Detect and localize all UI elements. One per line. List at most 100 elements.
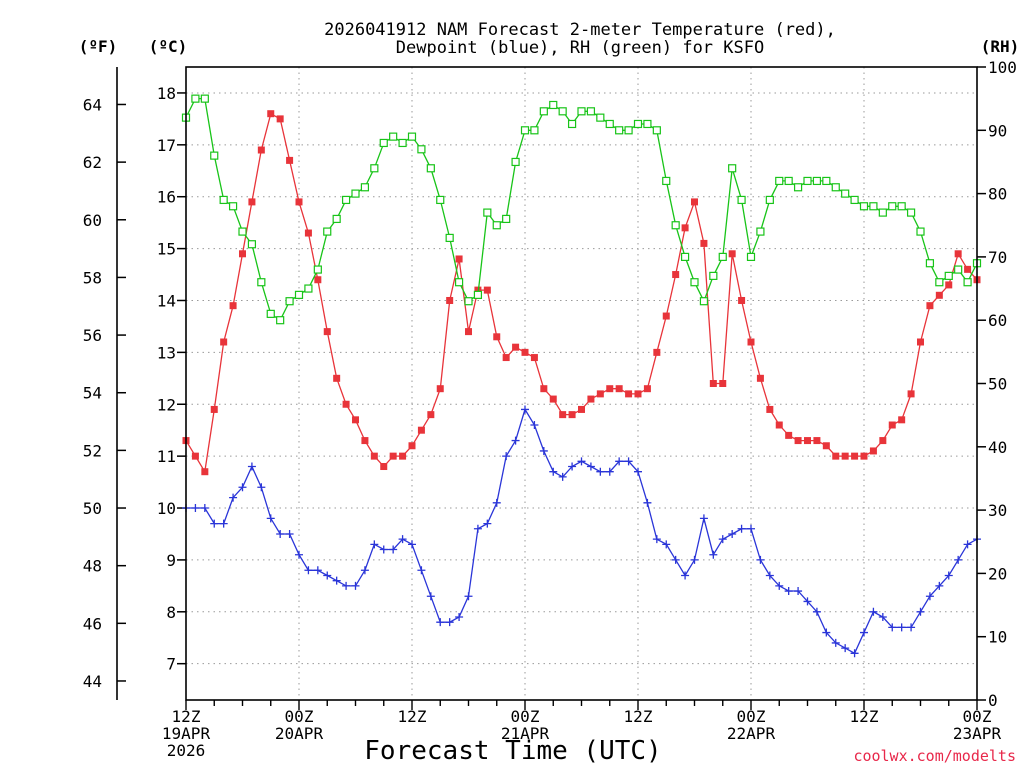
x-tick-label: 12Z bbox=[624, 707, 653, 726]
rh-tick-label: 100 bbox=[988, 58, 1017, 77]
fahrenheit-tick-label: 52 bbox=[83, 441, 102, 460]
temperature-point bbox=[587, 395, 595, 403]
temperature-point bbox=[728, 250, 736, 258]
temperature-point bbox=[747, 338, 755, 346]
fahrenheit-unit-label: (ºF) bbox=[79, 37, 118, 56]
temperature-point bbox=[352, 416, 359, 424]
rh-point bbox=[200, 94, 209, 103]
rh-point bbox=[652, 126, 661, 135]
dewpoint-point bbox=[916, 607, 925, 616]
x-tick-label: 12Z bbox=[850, 707, 879, 726]
chart-title-line-2: Dewpoint (blue), RH (green) for KSFO bbox=[396, 38, 764, 58]
rh-point bbox=[954, 265, 963, 274]
temperature-point bbox=[220, 338, 228, 346]
dewpoint-point bbox=[229, 493, 238, 502]
dewpoint-point bbox=[558, 472, 567, 481]
rh-series bbox=[181, 94, 982, 325]
fahrenheit-tick-label: 50 bbox=[83, 499, 102, 518]
temperature-point bbox=[945, 281, 953, 289]
temperature-point bbox=[898, 416, 906, 424]
dewpoint-point bbox=[473, 524, 482, 533]
dewpoint-point bbox=[191, 504, 200, 513]
dewpoint-point bbox=[276, 529, 285, 538]
temperature-point bbox=[606, 385, 614, 393]
rh-point bbox=[426, 164, 435, 173]
temperature-point bbox=[333, 374, 341, 382]
credit-label: coolwx.com/modelts bbox=[853, 747, 1016, 765]
dewpoint-point bbox=[577, 457, 586, 466]
temperature-point bbox=[879, 437, 887, 445]
rh-point bbox=[662, 176, 671, 186]
temperature-point bbox=[314, 276, 322, 284]
dewpoint-point bbox=[210, 519, 219, 528]
rh-point bbox=[276, 316, 285, 325]
fahrenheit-tick-label: 62 bbox=[83, 153, 102, 172]
dewpoint-point bbox=[841, 644, 850, 653]
dewpoint-point bbox=[370, 540, 379, 549]
temperature-point bbox=[794, 437, 802, 445]
dewpoint-point bbox=[398, 535, 407, 544]
dewpoint-point bbox=[332, 576, 341, 585]
rh-point bbox=[473, 290, 483, 299]
rh-point bbox=[643, 119, 652, 129]
dewpoint-point bbox=[784, 587, 793, 596]
temperature-point bbox=[549, 395, 557, 403]
dewpoint-point bbox=[869, 607, 878, 616]
temperature-point bbox=[832, 452, 840, 460]
rh-point bbox=[935, 278, 944, 287]
dewpoint-point bbox=[747, 524, 755, 533]
dewpoint-point bbox=[295, 550, 303, 559]
fahrenheit-axis: 44 46 48 50 52 54 56 58 60 62 64 bbox=[83, 67, 126, 700]
dewpoint-point bbox=[342, 581, 351, 590]
rh-point bbox=[191, 94, 200, 103]
dewpoint-point bbox=[775, 581, 784, 590]
dewpoint-point bbox=[812, 607, 821, 616]
celsius-tick-label: 16 bbox=[157, 188, 176, 207]
dewpoint-point bbox=[502, 452, 511, 461]
temperature-point bbox=[229, 302, 237, 310]
rh-point bbox=[294, 290, 304, 299]
x-tick-label: 23APR bbox=[953, 724, 1002, 743]
dewpoint-point bbox=[897, 623, 906, 632]
celsius-tick-label: 15 bbox=[157, 240, 176, 259]
temperature-point bbox=[691, 198, 698, 206]
temperature-point bbox=[822, 442, 830, 450]
rh-tick-label: 0 bbox=[988, 691, 998, 710]
dewpoint-point bbox=[200, 504, 209, 513]
celsius-tick-label: 13 bbox=[157, 343, 176, 362]
temperature-point bbox=[841, 452, 849, 460]
temperature-point bbox=[521, 348, 529, 356]
dewpoint-point bbox=[596, 467, 605, 476]
celsius-tick-label: 18 bbox=[157, 84, 176, 103]
fahrenheit-tick-label: 46 bbox=[83, 614, 102, 633]
grid-lines bbox=[185, 67, 978, 700]
temperature-line bbox=[185, 112, 978, 474]
celsius-tick-label: 11 bbox=[157, 447, 176, 466]
temperature-point bbox=[907, 390, 915, 398]
dewpoint-point bbox=[935, 581, 944, 590]
temperature-point bbox=[201, 468, 209, 476]
dewpoint-point bbox=[907, 623, 916, 632]
dewpoint-point bbox=[313, 566, 322, 575]
rh-point bbox=[332, 214, 341, 224]
fahrenheit-tick-label: 60 bbox=[83, 211, 102, 230]
celsius-tick-label: 9 bbox=[166, 551, 176, 570]
dewpoint-point bbox=[615, 457, 624, 466]
temperature-point bbox=[775, 421, 783, 429]
rh-point bbox=[841, 189, 850, 198]
rh-point bbox=[360, 183, 370, 192]
x-tick-label: 00Z bbox=[737, 707, 766, 726]
dewpoint-point bbox=[963, 540, 972, 549]
celsius-tick-label: 17 bbox=[157, 136, 176, 155]
dewpoint-point bbox=[944, 571, 953, 580]
rh-point bbox=[530, 126, 539, 135]
celsius-unit-label: (ºC) bbox=[149, 37, 188, 56]
temperature-point bbox=[295, 198, 303, 206]
rh-tick-label: 60 bbox=[988, 311, 1007, 330]
dewpoint-point bbox=[530, 421, 539, 430]
rh-point bbox=[285, 297, 294, 306]
temperature-point bbox=[210, 405, 218, 413]
rh-point bbox=[803, 176, 812, 186]
dewpoint-point bbox=[624, 457, 633, 466]
